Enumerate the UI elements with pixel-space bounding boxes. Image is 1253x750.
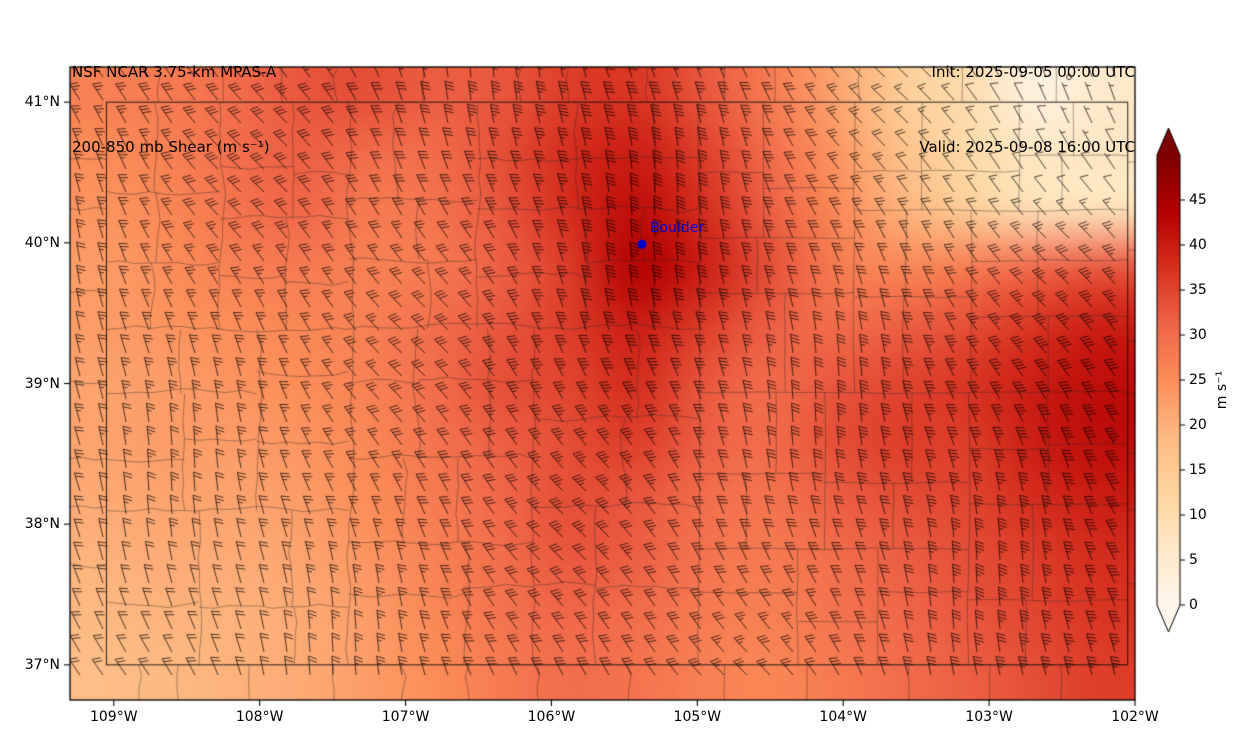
colorbar-tick-label: 35 <box>1189 282 1207 298</box>
x-tick-label: 108°W <box>235 709 284 725</box>
x-tick-label: 102°W <box>1111 709 1159 725</box>
model-title: NSF NCAR 3.75-km MPAS-A <box>72 63 277 81</box>
y-tick-label: 39°N <box>24 375 60 392</box>
colorbar-tick-label: 0 <box>1189 597 1198 613</box>
colorbar-tick-label: 5 <box>1189 552 1198 568</box>
run-info-block: Init: 2025-09-05 00:00 UTC Valid: 2025-0… <box>919 10 1135 210</box>
colorbar-tick-label: 30 <box>1189 327 1207 343</box>
valid-time-label: Valid: 2025-09-08 16:00 UTC <box>919 138 1135 156</box>
x-tick-label: 109°W <box>89 709 138 725</box>
colorbar-tick-label: 25 <box>1189 372 1207 388</box>
city-label-boulder: Boulder <box>649 220 705 237</box>
x-tick-label: 106°W <box>527 709 576 725</box>
x-tick-label: 105°W <box>673 709 722 725</box>
init-time-label: Init: 2025-09-05 00:00 UTC <box>931 63 1135 81</box>
colorbar-tick-label: 20 <box>1189 417 1207 433</box>
x-tick-label: 107°W <box>381 709 430 725</box>
colorbar-tick-label: 45 <box>1189 192 1207 208</box>
y-tick-label: 40°N <box>24 234 60 251</box>
y-tick-label: 38°N <box>24 516 60 533</box>
y-tick-label: 37°N <box>24 656 60 673</box>
colorbar-tick-label: 40 <box>1189 237 1207 253</box>
y-tick-label: 41°N <box>24 94 60 111</box>
colorbar-tick-label: 10 <box>1189 507 1207 523</box>
x-tick-label: 103°W <box>965 709 1013 725</box>
colorbar-unit-label: m s⁻¹ <box>1214 370 1230 410</box>
plot-title-block: NSF NCAR 3.75-km MPAS-A 200-850 mb Shear… <box>72 10 276 210</box>
field-title: 200-850 mb Shear (m s⁻¹) <box>72 138 270 156</box>
x-tick-label: 104°W <box>819 709 868 725</box>
colorbar-tick-label: 15 <box>1189 462 1207 478</box>
